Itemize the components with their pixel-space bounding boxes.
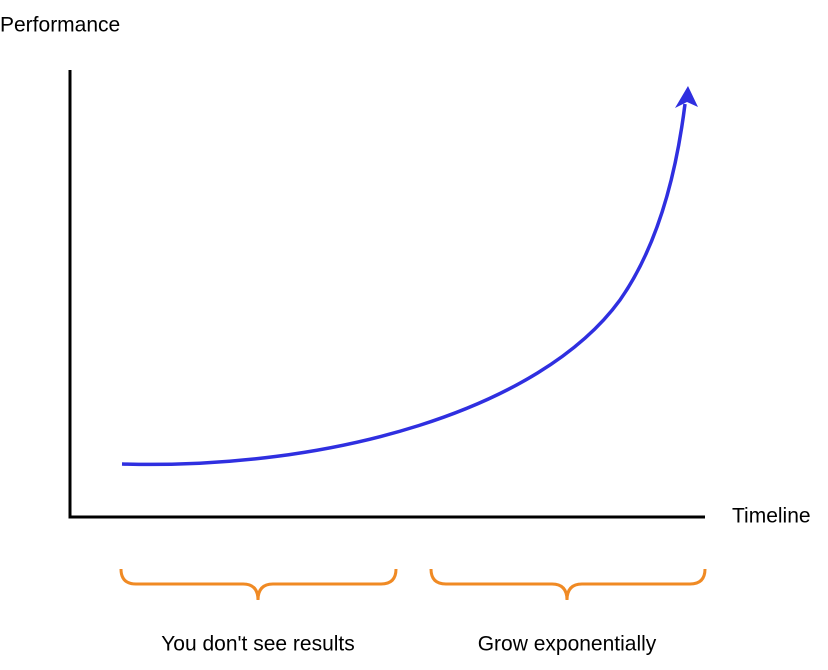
- curve-arrowhead: [675, 86, 698, 108]
- phase-label: You don't see results: [161, 633, 355, 656]
- x-axis-label: Timeline: [732, 505, 811, 528]
- growth-curve: [121, 103, 687, 467]
- phase-label: Grow exponentially: [478, 633, 657, 656]
- phase-brace: [429, 568, 707, 601]
- y-axis-label: Performance: [0, 14, 120, 37]
- phase-brace: [119, 568, 398, 601]
